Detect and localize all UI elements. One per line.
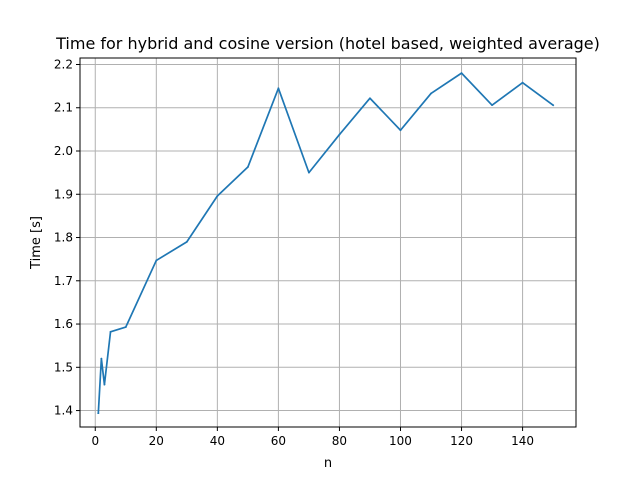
- x-tick-label: 40: [210, 434, 225, 448]
- y-tick-label: 2.2: [54, 57, 73, 71]
- y-tick-label: 1.8: [54, 231, 73, 245]
- data-point: [491, 104, 493, 107]
- data-point: [460, 72, 463, 75]
- series-line: [97, 72, 555, 415]
- y-tick-label: 1.4: [54, 404, 73, 418]
- data-point: [369, 97, 371, 100]
- x-tick-label: 100: [389, 434, 412, 448]
- x-tick-label: 20: [149, 434, 164, 448]
- y-tick-label: 2.1: [54, 101, 73, 115]
- data-point: [521, 81, 524, 84]
- data-point: [552, 104, 555, 107]
- data-point: [338, 133, 341, 136]
- x-tick-label: 80: [332, 434, 347, 448]
- y-tick-label: 2.0: [54, 144, 73, 158]
- data-point: [399, 129, 402, 132]
- x-tick-label: 120: [450, 434, 473, 448]
- data-point: [97, 412, 100, 415]
- data-point: [185, 240, 188, 243]
- data-point: [430, 92, 432, 95]
- y-tick-label: 1.6: [54, 317, 73, 331]
- data-point: [308, 171, 310, 174]
- y-tick-label: 1.7: [54, 274, 73, 288]
- axis-ticks: 0 20 40 60 80 100 120 140 1.4 1.5 1.6 1.7 1.8 1.9 2.0 2…: [54, 57, 534, 448]
- x-tick-label: 140: [511, 434, 534, 448]
- chart-title: Time for hybrid and cosine version (hote…: [55, 34, 600, 53]
- data-point: [277, 87, 280, 90]
- x-tick-label: 0: [91, 434, 99, 448]
- data-point: [246, 166, 249, 168]
- y-axis-label: Time [s]: [29, 216, 44, 270]
- plot-frame: [79, 57, 577, 428]
- y-tick-label: 1.5: [54, 360, 73, 374]
- data-point: [100, 357, 103, 360]
- data-point: [216, 195, 219, 197]
- data-point: [124, 326, 127, 328]
- x-tick-label: 60: [271, 434, 286, 448]
- data-point: [103, 383, 106, 386]
- series-layer: [97, 72, 555, 415]
- y-tick-label: 1.9: [54, 187, 73, 201]
- data-point: [155, 259, 158, 262]
- grid-lines: [80, 58, 576, 427]
- x-axis-label: n: [324, 456, 332, 471]
- data-point: [109, 330, 112, 333]
